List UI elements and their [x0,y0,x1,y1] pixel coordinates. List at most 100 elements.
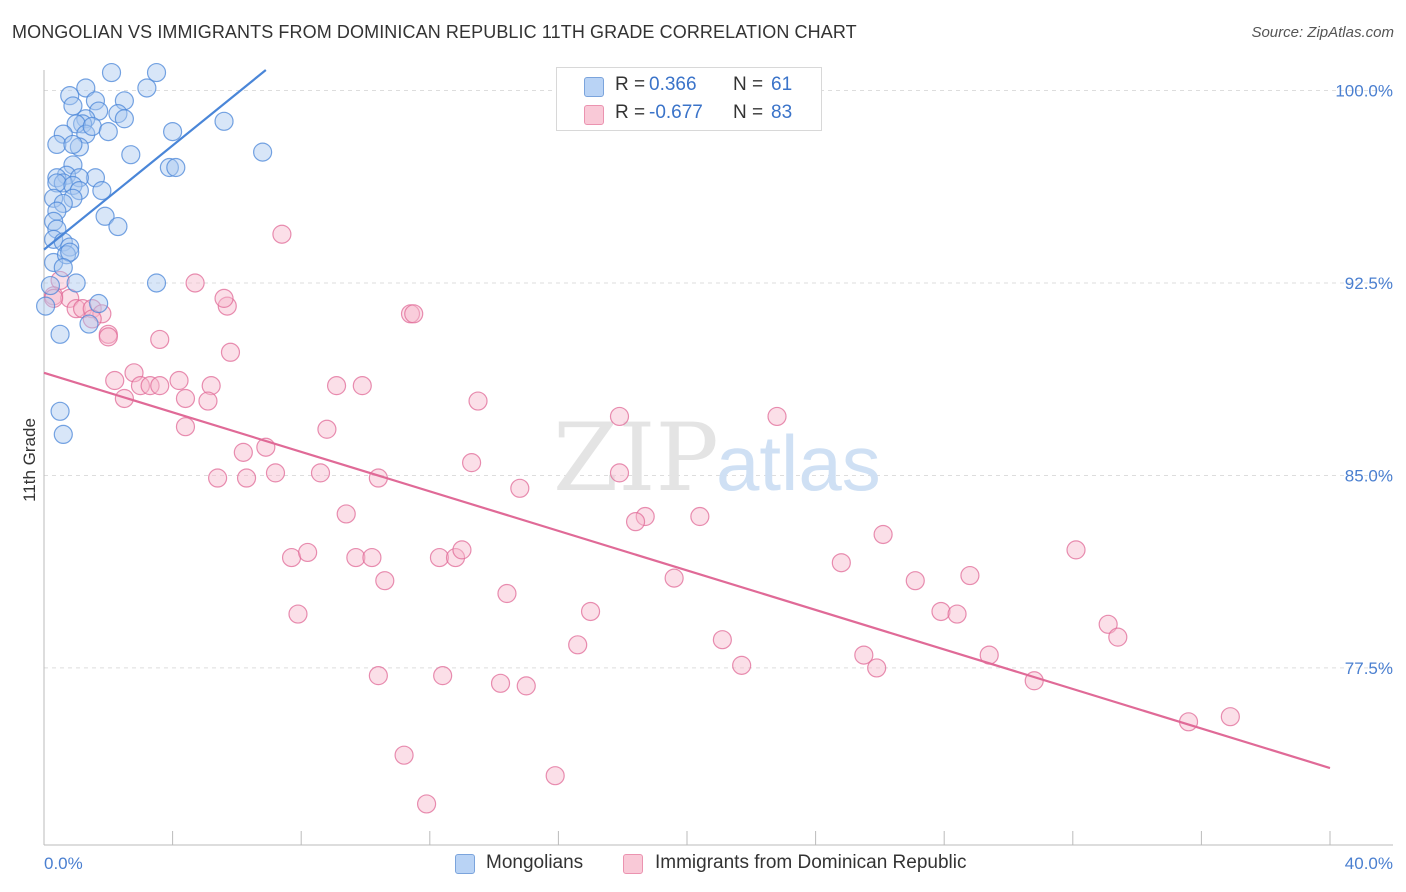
data-point-mongolians [95,206,115,226]
series-mongolians-points [36,62,273,445]
legend-n-label: N = [733,74,764,95]
data-point-immigrants [346,547,366,568]
data-point-immigrants [82,299,102,319]
trend-line-immigrants [43,371,1331,770]
data-point-mongolians [50,324,70,344]
legend-r-label: R = [615,74,646,95]
trend-line-mongolians [43,69,267,251]
data-point-immigrants [208,468,228,488]
data-point-immigrants [265,463,286,483]
data-point-immigrants [445,547,466,568]
data-point-mongolians [53,124,73,144]
data-point-immigrants [960,565,980,586]
data-point-immigrants [326,376,347,396]
y-tick-labels: 77.5% 85.0% 92.5% 100.0% [1335,82,1393,678]
data-point-immigrants [468,391,488,411]
legend-row-mongolians: R = 0.366 N = 61 [557,72,821,100]
data-point-immigrants [767,406,787,427]
data-point-immigrants [416,794,437,814]
data-point-mongolians [253,142,273,162]
data-point-immigrants [452,540,472,560]
data-point-immigrants [198,391,218,411]
axes [43,70,1393,846]
data-point-immigrants [609,463,630,483]
data-point-mongolians [50,401,70,421]
data-point-immigrants [854,645,874,665]
y-axis-label: 11th Grade [20,418,39,502]
data-point-mongolians [108,104,128,124]
data-point-immigrants [288,604,308,624]
y-tick-label: 77.5% [1345,659,1393,678]
legend-r-value: 0.366 [649,74,697,95]
data-point-immigrants [510,478,530,498]
data-point-immigrants [236,468,257,488]
data-point-immigrants [931,601,951,622]
data-point-mongolians [92,181,112,201]
legend-label-immigrants: Immigrants from Dominican Republic [655,852,967,873]
legend-n-label: N = [733,102,764,123]
data-point-mongolians [85,91,106,111]
data-point-mongolians [146,62,167,83]
data-point-immigrants [580,601,601,622]
data-point-mongolians [137,78,157,98]
data-point-mongolians [82,116,102,137]
legend-swatch-immigrants [584,105,604,125]
data-point-mongolians [47,173,67,193]
legend-r-label: R = [615,102,646,123]
data-point-immigrants [433,666,453,686]
data-point-mongolians [36,296,56,316]
data-point-mongolians [76,78,96,98]
data-point-immigrants [105,370,125,391]
data-point-mongolians [114,109,134,129]
data-point-immigrants [233,442,253,462]
watermark-zip: ZIP [553,404,719,513]
data-point-mongolians [40,275,61,296]
legend-r-value: -0.677 [649,102,703,123]
data-point-mongolians [108,216,128,237]
data-point-mongolians [79,314,99,334]
data-point-immigrants [362,547,382,568]
gridlines [44,90,1393,669]
data-point-immigrants [497,583,517,604]
data-point-immigrants [66,299,86,319]
data-point-immigrants [947,604,967,624]
data-point-mongolians [69,181,89,201]
data-point-mongolians [76,109,96,129]
data-point-immigrants [368,666,388,686]
data-point-immigrants [568,635,588,655]
data-point-immigrants [1066,540,1086,560]
data-point-mongolians [53,257,73,278]
data-point-immigrants [664,568,684,588]
data-point-immigrants [150,329,170,350]
legend-label-mongolians: Mongolians [486,852,584,873]
legend-row-immigrants: R = -0.677 N = 83 [557,100,821,128]
data-point-immigrants [169,370,189,391]
watermark: ZIP atlas [553,404,881,513]
x-tick-marks [43,831,1331,845]
source-label: Source: ZipAtlas.com [1251,24,1394,41]
data-point-mongolians [98,121,118,142]
data-point-mongolians [53,193,73,214]
legend-n-value: 61 [771,74,793,95]
data-point-immigrants [220,342,241,362]
data-point-immigrants [272,224,292,244]
data-point-immigrants [1108,627,1128,647]
data-point-immigrants [394,745,414,765]
data-point-immigrants [310,463,331,483]
legend-n-value: 83 [771,102,793,123]
data-point-immigrants [831,553,851,573]
data-point-immigrants [404,304,424,324]
chart-title: MONGOLIAN VS IMMIGRANTS FROM DOMINICAN R… [12,22,857,42]
data-point-mongolians [66,273,86,293]
data-point-mongolians [159,157,179,178]
data-point-immigrants [317,419,337,439]
data-point-mongolians [166,157,186,178]
y-tick-label: 92.5% [1345,274,1393,293]
data-point-immigrants [150,376,170,396]
data-point-immigrants [217,296,237,316]
data-point-immigrants [690,506,710,527]
series-legend: Mongolians Immigrants from Dominican Rep… [0,852,1406,878]
x-tick-label-max: 40.0% [1345,854,1393,873]
data-point-mongolians [66,114,86,134]
legend-swatch-mongolians [584,77,604,97]
